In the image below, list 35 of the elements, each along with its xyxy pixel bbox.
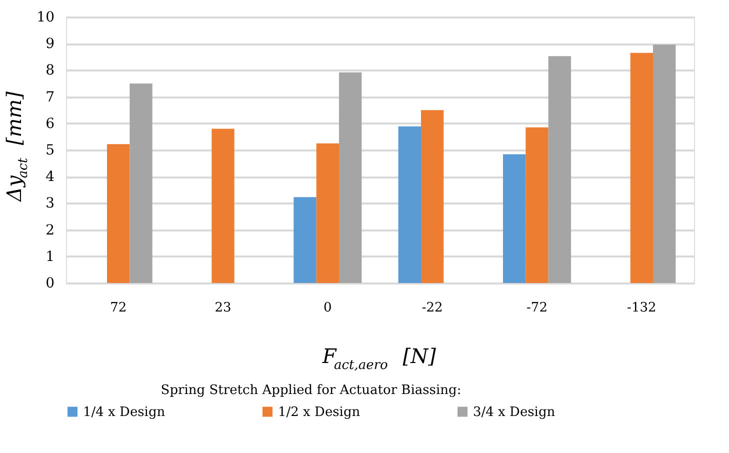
bar: [294, 197, 316, 283]
y-tick-label: 8: [46, 62, 54, 79]
x-tick-label: -72: [526, 300, 548, 316]
bar: [548, 56, 572, 283]
legend-label: 1/4 x Design: [83, 404, 166, 420]
legend-label: 1/2 x Design: [278, 404, 361, 420]
x-tick-label: 72: [110, 300, 127, 316]
y-axis-title: Δyact [mm]: [2, 91, 31, 202]
x-tick-label: -22: [422, 300, 443, 316]
bar: [502, 154, 526, 283]
y-tick-label: 7: [46, 89, 54, 106]
y-tick-label: 1: [46, 248, 54, 265]
y-tick-label: 2: [46, 222, 54, 238]
bar: [653, 44, 676, 283]
y-tick-label: 9: [46, 36, 54, 52]
y-tick-label: 4: [46, 169, 55, 186]
bar: [420, 110, 444, 283]
y-tick-label: 6: [46, 116, 55, 132]
bar: [339, 72, 362, 283]
legend-label: 3/4 x Design: [473, 404, 556, 420]
y-tick-label: 5: [46, 142, 54, 158]
bar: [316, 143, 340, 283]
y-tick-label: 10: [36, 10, 54, 26]
bar: [130, 84, 152, 283]
x-tick-label: 23: [214, 300, 232, 316]
legend-title: Spring Stretch Applied for Actuator Biassing:: [160, 383, 462, 398]
bar: [630, 52, 654, 283]
bar: [212, 128, 234, 283]
bar: [526, 127, 548, 283]
x-tick-label: 0: [324, 300, 332, 316]
bar: [106, 144, 130, 283]
x-tick-label: -132: [627, 300, 656, 316]
bar: [398, 126, 421, 283]
y-tick-label: 3: [46, 196, 54, 212]
y-tick-label: 0: [46, 276, 54, 292]
